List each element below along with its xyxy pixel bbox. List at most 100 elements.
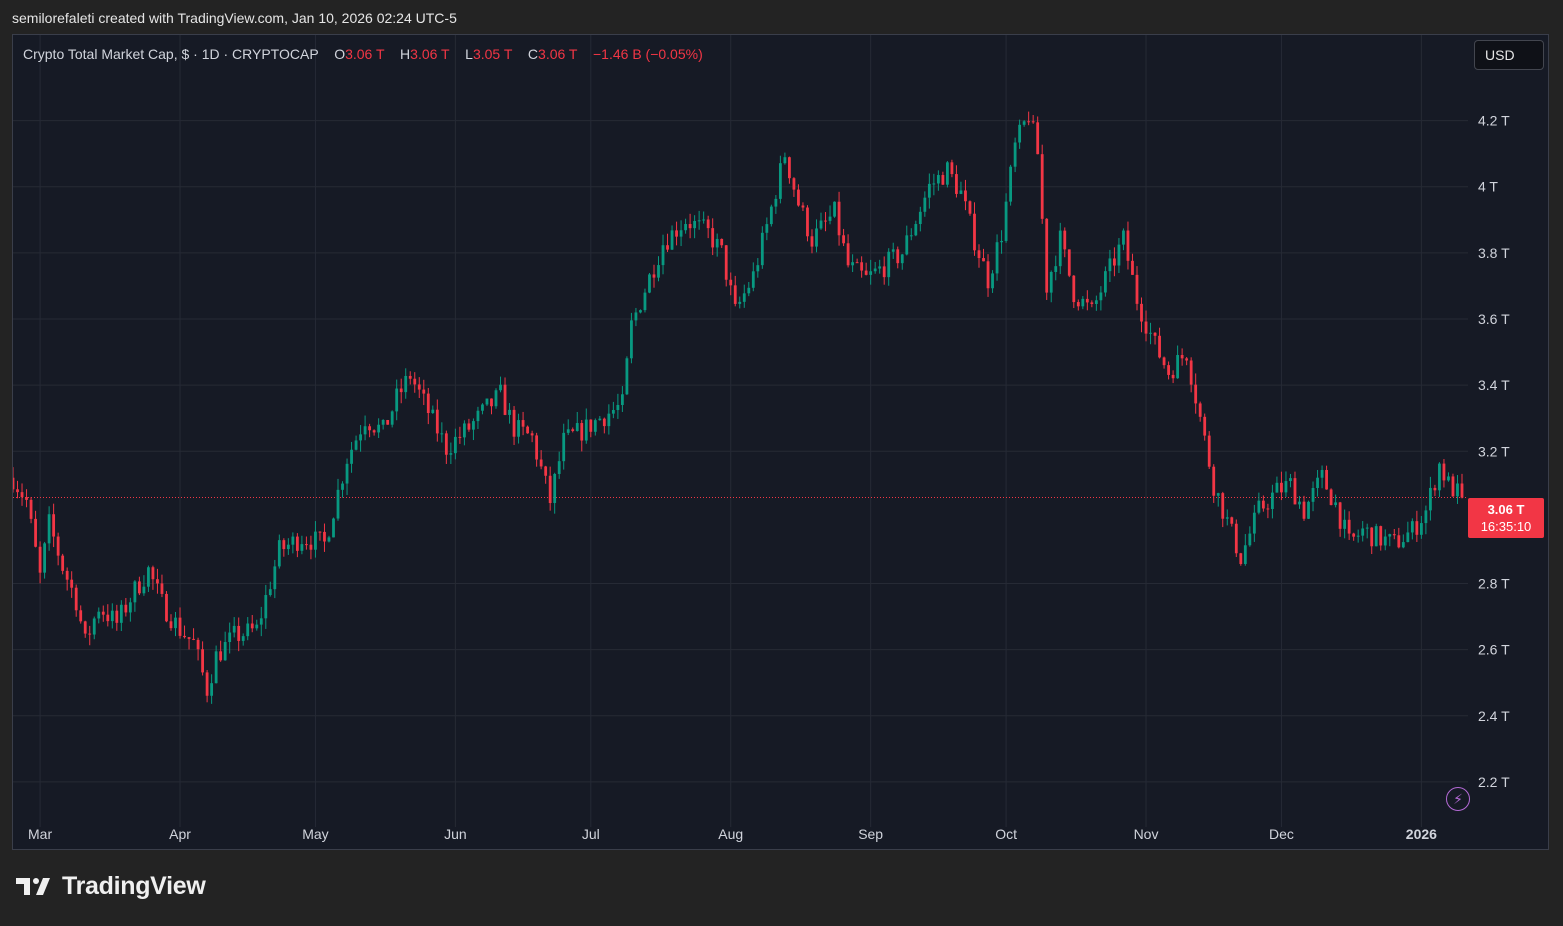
candle-body [724, 245, 728, 280]
time-tick-label: May [302, 826, 328, 842]
candlestick-chart[interactable]: 4.2 T 4 T 3.8 T 3.6 T 3.4 T 3.2 T 2.8 T 2.6 T 2.… [13, 35, 1549, 850]
candle-body [214, 651, 218, 684]
candle-body [697, 220, 701, 222]
candle-body [842, 235, 845, 244]
candle-body [323, 531, 326, 542]
candle-body [61, 555, 65, 571]
candle-body [16, 489, 19, 493]
candle-body [255, 624, 259, 629]
tradingview-logo[interactable]: TradingView [16, 872, 206, 901]
candle-body [47, 514, 51, 544]
candle-body [201, 649, 204, 673]
lightning-icon[interactable]: ⚡ [1446, 787, 1470, 811]
candle-body [74, 587, 78, 611]
candle-body [386, 419, 390, 425]
candle-body [923, 197, 927, 212]
candle-body [1338, 502, 1342, 529]
candle-body [110, 610, 114, 622]
candle-body [390, 411, 394, 425]
candle-body [1216, 493, 1220, 496]
candle-body [566, 429, 570, 433]
candle-body [815, 228, 818, 247]
candle-body [92, 618, 96, 635]
candle-body [97, 611, 101, 619]
candle-body [196, 639, 200, 650]
candle-body [833, 201, 836, 217]
candle-body [769, 206, 773, 225]
time-tick-label: Nov [1134, 826, 1159, 842]
candle-body [530, 433, 534, 436]
candle-body [1234, 523, 1238, 554]
candle-body [1158, 335, 1161, 358]
candle-body [778, 163, 782, 199]
candle-body [1298, 501, 1301, 505]
candle-body [417, 384, 421, 390]
candle-body [1081, 298, 1085, 307]
candle-body [1460, 483, 1464, 498]
candle-body [1153, 332, 1157, 336]
candle-body [864, 270, 868, 275]
candle-body [846, 243, 850, 266]
candle-body [300, 544, 304, 551]
candle-body [463, 423, 466, 438]
candle-body [1433, 487, 1437, 491]
candle-body [444, 433, 448, 455]
candle-body [620, 394, 624, 405]
candle-body [878, 266, 882, 269]
candle-body [494, 390, 498, 407]
candle-body [156, 579, 159, 584]
candle-body [733, 285, 737, 304]
candle-body [760, 232, 764, 266]
candle-body [1221, 493, 1225, 519]
currency-button[interactable]: USD [1474, 40, 1544, 70]
candle-body [1207, 435, 1211, 467]
candle-body [305, 544, 308, 546]
candle-body [936, 175, 940, 184]
candle-body [1144, 321, 1148, 334]
candle-body [1397, 535, 1401, 548]
candle-body [359, 434, 362, 441]
candle-body [1122, 230, 1125, 245]
candle-body [1000, 240, 1003, 243]
candle-body [354, 440, 358, 450]
candle-body [797, 189, 800, 206]
candle-body [52, 514, 56, 537]
candle-body [476, 410, 480, 422]
candle-body [1140, 303, 1143, 322]
candle-body [56, 536, 60, 556]
candle-body [648, 274, 651, 293]
candle-body [914, 224, 918, 236]
change-value: −1.46 B (−0.05%) [593, 46, 703, 62]
candle-body [1248, 533, 1252, 546]
candle-body [1072, 275, 1076, 303]
candle-body [88, 633, 92, 635]
candle-body [679, 230, 683, 237]
candle-body [472, 421, 475, 430]
candle-body [485, 398, 489, 405]
open-value: 3.06 T [345, 46, 385, 62]
candle-body [1280, 482, 1283, 493]
candle-body [43, 543, 46, 573]
chart-panel[interactable]: 4.2 T 4 T 3.8 T 3.6 T 3.4 T 3.2 T 2.8 T 2.6 T 2.… [12, 34, 1549, 850]
candle-body [38, 546, 42, 573]
candle-body [341, 483, 344, 490]
candles [13, 111, 1464, 704]
candle-body [499, 384, 502, 391]
price-tick-label: 3.2 T [1478, 443, 1510, 459]
candle-body [1329, 489, 1333, 506]
candle-body [580, 423, 584, 441]
candle-body [630, 320, 633, 359]
candle-body [1356, 535, 1360, 537]
price-tick-label: 2.6 T [1478, 642, 1510, 658]
symbol-legend: Crypto Total Market Cap, $ · 1D · CRYPTO… [23, 46, 703, 62]
candle-body [1320, 469, 1324, 478]
candle-body [1149, 332, 1152, 334]
candle-body [1266, 508, 1270, 510]
candle-body [1410, 521, 1414, 533]
candle-body [720, 238, 724, 246]
candle-body [584, 419, 588, 441]
time-tick-label: Dec [1269, 826, 1294, 842]
symbol-title[interactable]: Crypto Total Market Cap, $ · 1D · CRYPTO… [23, 46, 319, 62]
candle-body [336, 489, 340, 519]
candle-body [512, 409, 516, 437]
